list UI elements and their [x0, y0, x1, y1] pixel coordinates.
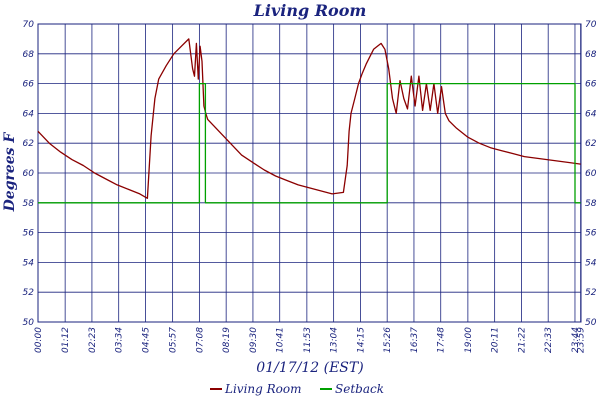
y-tick-label-left: 52: [23, 288, 35, 298]
y-tick-label-right: 62: [585, 139, 597, 149]
grid: [37, 23, 582, 323]
y-tick-label-left: 58: [23, 199, 35, 209]
legend: Living Room Setback: [210, 382, 384, 396]
x-tick-label: 19:00: [464, 327, 474, 353]
y-tick-label-left: 62: [23, 139, 35, 149]
x-tick-label: 08:19: [222, 327, 232, 353]
legend-label-living-room: Living Room: [224, 382, 302, 396]
y-tick-label-right: 70: [585, 20, 597, 30]
x-tick-label: 13:04: [330, 327, 340, 353]
x-tick-label: 05:57: [169, 327, 179, 353]
y-tick-labels-left: 50 52 54 56 58 60 62 64 66 68 70: [23, 20, 35, 328]
y-tick-labels-right: 50 52 54 56 58 60 62 64 66 68 70: [585, 20, 597, 328]
y-tick-label-right: 52: [585, 288, 597, 298]
y-tick-label-right: 50: [585, 318, 597, 328]
y-tick-label-right: 56: [585, 229, 597, 239]
y-tick-label-right: 68: [585, 50, 597, 60]
x-axis-label: 01/17/12 (EST): [256, 360, 363, 376]
x-tick-label: 23:44: [571, 327, 581, 353]
y-axis-label: Degrees F: [2, 132, 18, 213]
series-line-living-room: [37, 38, 581, 199]
x-tick-label: 14:15: [356, 327, 366, 353]
x-tick-label: 04:45: [141, 327, 151, 353]
y-tick-label-left: 60: [23, 169, 35, 179]
x-tick-label: 09:30: [249, 327, 259, 353]
x-tick-label: 16:37: [410, 327, 420, 353]
y-tick-label-right: 64: [585, 109, 597, 119]
x-tick-label: 10:41: [276, 327, 286, 353]
x-tick-label: 17:48: [437, 327, 447, 353]
y-tick-label-right: 58: [585, 199, 597, 209]
x-tick-label: 23:59: [577, 327, 587, 353]
y-tick-label-left: 64: [23, 109, 35, 119]
x-tick-label: 11:53: [303, 327, 313, 353]
x-tick-label: 02:23: [88, 327, 98, 353]
x-tick-label: 03:34: [115, 327, 125, 353]
legend-label-setback: Setback: [335, 382, 384, 396]
x-tick-label: 07:08: [195, 327, 205, 353]
x-tick-label: 22:33: [544, 327, 554, 353]
x-tick-label: 20:11: [491, 327, 501, 353]
y-tick-label-right: 60: [585, 169, 597, 179]
x-tick-label: 01:12: [61, 327, 71, 353]
x-tick-label: 15:26: [383, 327, 393, 353]
y-tick-label-right: 54: [585, 258, 597, 268]
chart-title: Living Room: [253, 1, 367, 20]
y-tick-label-right: 66: [585, 80, 597, 90]
x-tick-label: 21:22: [517, 327, 527, 353]
y-tick-label-left: 54: [23, 258, 35, 268]
y-tick-label-left: 56: [23, 229, 35, 239]
series-line-setback: [38, 82, 581, 204]
y-tick-label-left: 68: [23, 50, 35, 60]
series-group: [37, 38, 581, 204]
x-tick-labels: 00:00 01:12 02:23 03:34 04:45 05:57 07:08 08:19…: [34, 327, 587, 353]
y-tick-label-left: 50: [23, 318, 35, 328]
x-tick-label: 00:00: [34, 327, 44, 353]
y-tick-label-left: 66: [23, 80, 35, 90]
y-tick-label-left: 70: [23, 20, 35, 30]
